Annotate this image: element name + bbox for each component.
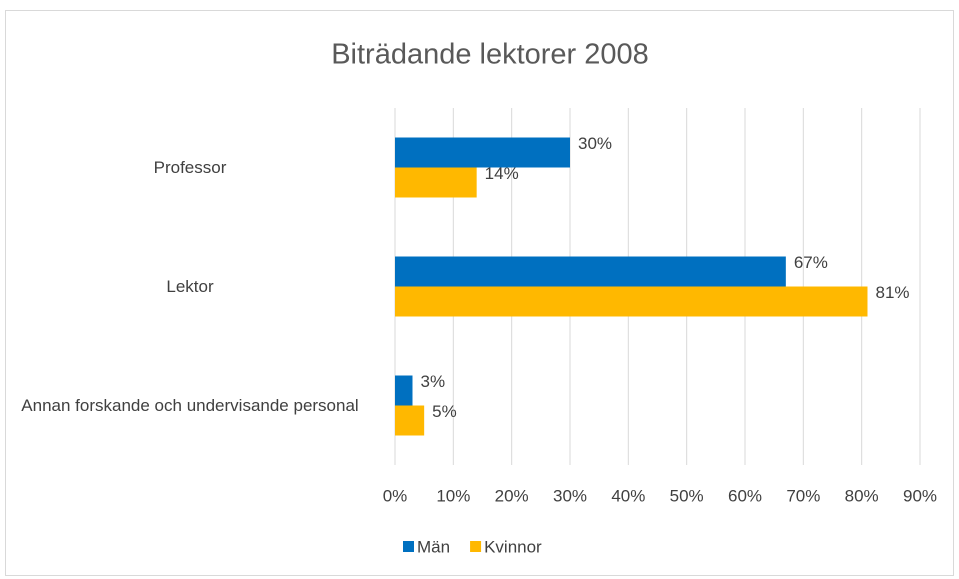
x-tick-label: 70% [786, 486, 820, 505]
y-tick-label: Annan forskande och undervisande persona… [21, 395, 359, 415]
legend-label: Kvinnor [484, 537, 542, 556]
bar [395, 405, 425, 436]
x-tick-label: 20% [495, 486, 529, 505]
bar [395, 256, 786, 287]
bar [395, 167, 477, 198]
bar [395, 286, 868, 317]
legend-swatch [470, 541, 482, 552]
x-tick-label: 90% [903, 486, 937, 505]
bar [395, 137, 570, 168]
x-tick-label: 30% [553, 486, 587, 505]
x-tick-label: 80% [845, 486, 879, 505]
data-label: 14% [485, 164, 519, 183]
data-label: 30% [578, 134, 612, 153]
legend-label: Män [417, 537, 450, 556]
chart-title: Biträdande lektorer 2008 [331, 39, 649, 71]
legend-swatch [403, 541, 414, 552]
y-tick-label: Lektor [166, 276, 214, 296]
data-label: 3% [421, 372, 446, 391]
data-label: 5% [432, 402, 457, 421]
x-tick-label: 10% [436, 486, 470, 505]
y-tick-label: Professor [153, 157, 227, 177]
x-tick-label: 50% [670, 486, 704, 505]
x-tick-label: 0% [383, 486, 408, 505]
x-tick-label: 60% [728, 486, 762, 505]
data-label: 67% [794, 253, 828, 272]
x-tick-label: 40% [611, 486, 645, 505]
bar [395, 375, 413, 406]
data-label: 81% [876, 283, 910, 302]
